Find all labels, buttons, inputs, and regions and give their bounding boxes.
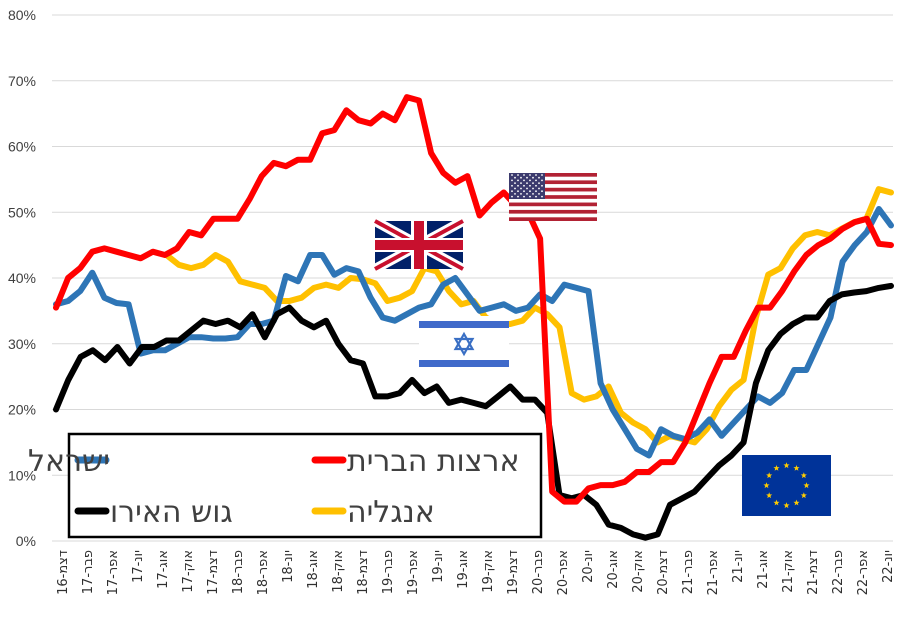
- x-tick-label: אוג-17: [156, 550, 171, 589]
- x-tick-label: פבר-20: [531, 550, 546, 594]
- legend-label-israel: ישראל: [28, 444, 110, 479]
- legend-label-uk: אנגליה: [347, 495, 435, 530]
- x-tick-label: יונ-17: [131, 550, 146, 583]
- x-tick-label: יונ-21: [731, 550, 746, 583]
- y-tick-label: 60%: [8, 139, 36, 155]
- x-tick-label: אוג-19: [456, 550, 471, 589]
- eu-flag-icon: [742, 455, 831, 516]
- x-tick-label: אפר-18: [256, 550, 271, 595]
- x-tick-label: אוג-21: [756, 550, 771, 589]
- series-lines: [53, 94, 894, 541]
- x-tick-label: אפר-17: [106, 550, 121, 595]
- x-tick-label: פבר-21: [681, 550, 696, 594]
- israel-flag-icon: [419, 316, 509, 372]
- y-tick-label: 10%: [8, 467, 36, 483]
- x-tick-label: אפר-21: [706, 550, 721, 595]
- x-tick-label: דצמ-18: [356, 550, 371, 595]
- x-tick-label: אוק-21: [781, 550, 796, 593]
- x-tick-label: פבר-17: [81, 550, 96, 594]
- x-tick-label: דצמ-21: [806, 550, 821, 595]
- y-tick-label: 20%: [8, 402, 36, 418]
- x-tick-label: יונ-18: [281, 550, 296, 583]
- flags: [372, 173, 831, 516]
- x-tick-label: יונ-19: [431, 550, 446, 583]
- y-tick-label: 40%: [8, 270, 36, 286]
- x-tick-label: אוק-18: [331, 550, 346, 593]
- x-tick-label: דצמ-20: [656, 550, 671, 595]
- legend-box: [67, 432, 543, 539]
- x-tick-label: פבר-18: [231, 550, 246, 594]
- x-tick-label: פבר-22: [831, 550, 846, 594]
- legend: ישראל ארצות הברית גוש האירו אנגליה: [28, 432, 543, 539]
- x-tick-label: אוק-20: [631, 550, 646, 593]
- y-tick-label: 0%: [16, 533, 36, 549]
- x-tick-label: יונ-22: [881, 550, 896, 583]
- x-tick-label: אפר-22: [856, 550, 871, 595]
- x-tick-label: אוק-19: [481, 550, 496, 593]
- series-line-1: [53, 94, 894, 505]
- x-tick-label: דצמ-16: [56, 550, 71, 595]
- y-tick-label: 30%: [8, 336, 36, 352]
- x-tick-label: דצמ-19: [506, 550, 521, 595]
- x-tick-label: אוק-17: [181, 550, 196, 593]
- legend-label-eurozone: גוש האירו: [110, 495, 233, 530]
- y-tick-label: 50%: [8, 204, 36, 220]
- x-tick-label: אפר-20: [556, 550, 571, 595]
- x-tick-label: אפר-19: [406, 550, 421, 595]
- series-line-3: [163, 186, 894, 446]
- series-line-2: [53, 282, 894, 541]
- x-tick-label: אוג-20: [606, 550, 621, 589]
- x-tick-label: אוג-18: [306, 550, 321, 589]
- legend-label-usa: ארצות הברית: [347, 444, 520, 479]
- x-tick-label: יונ-20: [581, 550, 596, 583]
- x-tick-label: פבר-19: [381, 550, 396, 594]
- y-tick-label: 70%: [8, 73, 36, 89]
- usa-flag-icon: [509, 173, 597, 221]
- y-tick-label: 80%: [8, 7, 36, 23]
- y-axis: 0% 10% 20% 30% 40% 50% 60% 70% 80%: [8, 7, 36, 549]
- x-axis: דצמ-16 פבר-17 אפר-17 יונ-17 אוג-17 אוק-17 דצמ-…: [56, 550, 896, 595]
- uk-flag-icon: [372, 216, 466, 274]
- x-tick-label: דצמ-17: [206, 550, 221, 595]
